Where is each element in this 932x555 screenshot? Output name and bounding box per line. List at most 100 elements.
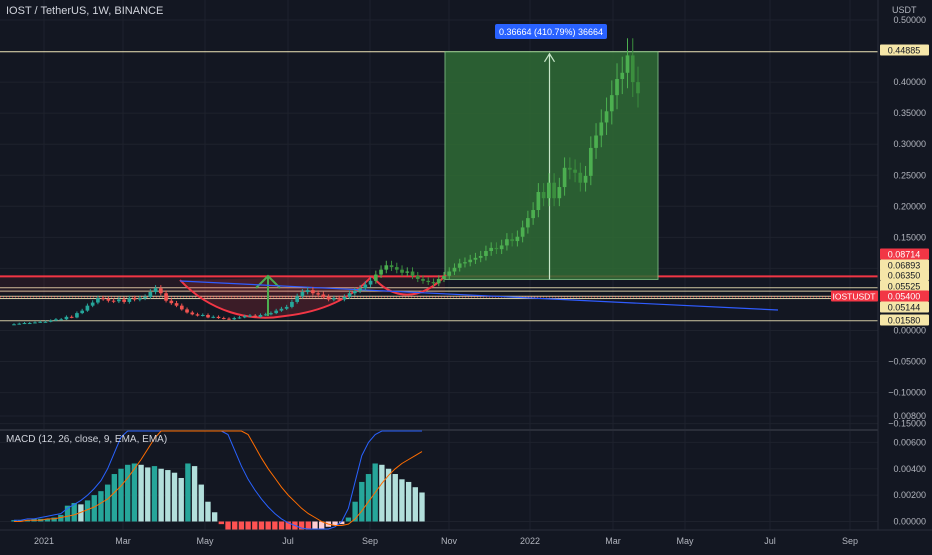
macd-histogram-bar: [252, 521, 258, 534]
candle-body: [368, 280, 373, 285]
candle-body: [64, 316, 69, 320]
candle-body: [75, 313, 79, 318]
candle-body: [279, 308, 284, 311]
candle-body: [43, 321, 48, 323]
macd-histogram-bar: [352, 501, 358, 522]
macd-histogram-bar: [91, 495, 97, 522]
candle-body: [148, 291, 153, 297]
candle-body: [253, 315, 258, 317]
candle-body: [12, 324, 16, 326]
candle-body: [442, 275, 446, 279]
candle-body: [557, 187, 562, 199]
candle-body: [227, 318, 231, 320]
candle-body: [363, 284, 368, 289]
candle-body: [248, 315, 252, 317]
macd-histogram-bar: [198, 484, 204, 522]
price-level-badge: [880, 280, 929, 292]
macd-histogram-bar: [265, 521, 271, 534]
price-level-label: 0.06350: [888, 271, 921, 281]
candle-body: [379, 269, 383, 275]
candle-body: [588, 147, 593, 176]
macd-histogram-bar: [359, 481, 365, 522]
macd-histogram-bar: [98, 491, 104, 522]
candle-body: [505, 239, 509, 246]
macd-histogram-bar: [24, 520, 31, 522]
candle-body: [80, 310, 85, 314]
macd-histogram-bar: [238, 521, 245, 534]
candle-body: [190, 312, 195, 315]
candle-body: [221, 318, 226, 320]
candle-body: [96, 298, 100, 303]
macd-histogram-bar: [211, 512, 218, 522]
candle-body: [22, 323, 27, 325]
price-level-badge: [880, 259, 929, 271]
macd-histogram-bar: [278, 521, 285, 534]
candle-body: [33, 322, 37, 324]
x-tick-label: Sep: [842, 536, 858, 546]
candle-body: [421, 278, 425, 281]
trend-line: [179, 280, 779, 311]
candle-body: [452, 267, 457, 272]
macd-histogram-bar: [285, 521, 291, 534]
macd-histogram-bar: [191, 466, 198, 522]
candle-body: [494, 247, 499, 250]
y-tick-label: −0.05000: [888, 357, 926, 367]
price-level-label: 0.05400: [888, 292, 921, 302]
candle-body: [300, 291, 305, 297]
candle-body: [211, 316, 216, 318]
candle-body: [174, 303, 179, 306]
price-level-badge: [880, 269, 929, 281]
x-tick-label: Mar: [115, 536, 131, 546]
candle-body: [216, 316, 221, 319]
macd-histogram-bar: [292, 521, 298, 534]
candle-body: [59, 319, 64, 321]
candle-body: [384, 265, 389, 270]
symbol-tag-bg: [831, 290, 878, 302]
y-tick-label: 0.30000: [893, 139, 926, 149]
macd-histogram-bar: [305, 521, 311, 534]
macd-histogram-bar: [345, 517, 352, 522]
macd-histogram-bar: [232, 521, 238, 534]
candle-body: [101, 298, 105, 300]
macd-histogram-bar: [392, 474, 398, 522]
price-level-badge: [880, 290, 929, 302]
macd-histogram-bar: [118, 468, 124, 522]
measure-arrow-head: [543, 52, 556, 63]
macd-histogram-bar: [111, 474, 118, 522]
candle-body: [415, 275, 420, 279]
candle-body: [90, 302, 95, 306]
price-level-label: 0.08714: [888, 250, 921, 260]
cup-depth-arrow-head: [255, 274, 281, 289]
candle-body: [132, 298, 137, 300]
macd-histogram-bar: [312, 521, 318, 533]
y-tick-label: 0.35000: [893, 108, 926, 118]
measure-box: [444, 51, 659, 280]
candle-body: [127, 298, 132, 302]
macd-histogram-bar: [165, 470, 171, 522]
candle-body: [258, 314, 263, 317]
x-tick-label: May: [676, 536, 694, 546]
signal-line: [14, 430, 423, 526]
candle-body: [431, 282, 436, 284]
candle-body: [316, 293, 320, 295]
candle-body: [609, 95, 614, 112]
candle-body: [547, 182, 551, 199]
candle-body: [54, 319, 58, 321]
macd-histogram-bar: [64, 505, 71, 522]
candle-body: [332, 298, 336, 300]
macd-histogram-bar: [225, 521, 231, 533]
candle-body: [48, 320, 53, 322]
candle-body: [410, 271, 415, 276]
macd-histogram-bar: [419, 492, 425, 522]
candle-body: [552, 182, 556, 199]
macd-histogram-bar: [84, 500, 91, 522]
macd-histogram-bar: [131, 463, 138, 522]
macd-histogram-bar: [412, 487, 418, 522]
macd-y-tick-label: 0.00600: [893, 437, 926, 447]
y-tick-label: −0.10000: [888, 388, 926, 398]
candle-body: [478, 255, 483, 258]
candle-body: [473, 257, 478, 260]
y-tick-label: 0.50000: [893, 15, 926, 25]
